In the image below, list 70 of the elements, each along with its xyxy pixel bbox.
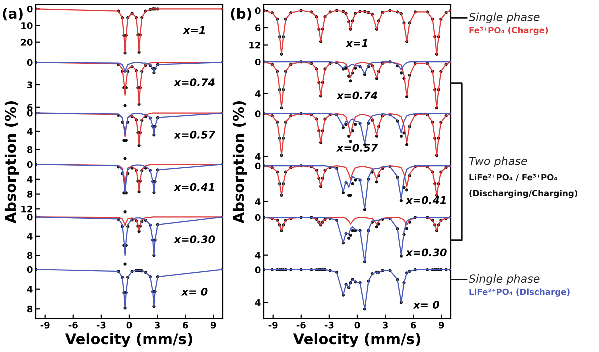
y-tick-label: 12 (250, 42, 260, 49)
annotation: x=0.30 (406, 248, 447, 257)
x-tick-label: 3 (155, 322, 160, 329)
annotation: x=1 (183, 26, 206, 34)
y-tick-label: 0 (255, 58, 261, 66)
y-tick-label: 0 (255, 214, 261, 222)
annotation: x=0.57 (336, 144, 378, 152)
y-tick-label: 0 (255, 162, 261, 170)
y-tick-label: 0 (27, 161, 33, 168)
y-tick-label: 0 (27, 59, 33, 66)
y-tick-label: 12 (22, 206, 32, 213)
y-tick-label: 4 (27, 286, 33, 293)
y-tick-label: 0 (27, 110, 33, 117)
text: Fe³⁺PO₄ (Charge) (470, 27, 548, 36)
x-axis-title: Velocity (mm/s) (65, 333, 192, 348)
y-tick-label: 4 (27, 128, 33, 135)
y-tick-label: 0 (255, 7, 261, 14)
x-tick-label: -9 (40, 322, 50, 329)
x-tick-label: 6 (411, 322, 416, 329)
y-axis-title: Absorption (%) (232, 102, 248, 224)
y-tick-label: 0 (255, 110, 261, 118)
annotation: x= 0 (181, 288, 208, 296)
text: Single phase (469, 274, 540, 286)
y-tick-label: 4 (255, 198, 261, 206)
x-tick-label: 9 (438, 322, 444, 329)
y-tick-label: 20 (21, 39, 33, 46)
y-tick-label: 4 (255, 154, 261, 160)
y-tick-label: 8 (27, 191, 33, 198)
annotation: x=1 (346, 40, 368, 48)
y-tick-label: 8 (27, 252, 33, 260)
y-tick-label: 0 (27, 266, 33, 274)
y-tick-label: 3 (28, 82, 33, 89)
annotation: x=0.41 (406, 196, 446, 204)
y-tick-label: 8 (27, 306, 33, 313)
chart-title: (a) (3, 8, 23, 21)
x-tick-label: -3 (324, 322, 334, 329)
x-tick-label: 9 (210, 322, 216, 329)
y-tick-label: 4 (255, 299, 261, 306)
y-tick-label: 4 (27, 233, 33, 240)
text: (Discharging/Charging) (470, 190, 578, 198)
annotation: x= 0 (413, 301, 440, 309)
y-tick-label: 4 (255, 252, 261, 259)
text: Single phase (469, 12, 540, 24)
y-tick-label: 0 (255, 266, 261, 274)
y-tick-label: 10 (22, 22, 33, 30)
y-tick-label: 4 (255, 90, 261, 98)
x-tick-label: 3 (383, 322, 388, 329)
annotation: x=0.30 (174, 236, 216, 244)
y-tick-label: 0 (27, 214, 33, 221)
x-tick-label: -6 (296, 322, 306, 329)
y-tick-label: 4 (27, 176, 33, 183)
text: Two phase (469, 156, 528, 168)
x-tick-label: -9 (268, 322, 278, 329)
x-tick-label: 6 (183, 322, 188, 329)
x-tick-label: -3 (96, 322, 106, 329)
annotation: x=0.57 (174, 130, 216, 139)
x-tick-label: 0 (126, 322, 132, 329)
y-axis-title: Absorption (%) (4, 102, 20, 224)
y-tick-label: 0 (27, 6, 33, 13)
annotation: x=0.74 (336, 92, 378, 100)
x-tick-label: 0 (354, 322, 360, 329)
chart-title: (b) (231, 8, 252, 21)
annotation: x=0.74 (174, 78, 215, 87)
text: LiFe²⁺PO₄ / Fe³⁺PO₄ (470, 174, 558, 182)
x-tick-label: -6 (68, 322, 78, 329)
x-axis-title: Velocity (mm/s) (293, 333, 420, 348)
y-tick-label: 8 (27, 146, 33, 154)
y-tick-label: 6 (256, 24, 261, 32)
text: LiFe²⁺PO₄ (Discharge) (470, 288, 570, 297)
annotation: x=0.41 (174, 183, 214, 192)
